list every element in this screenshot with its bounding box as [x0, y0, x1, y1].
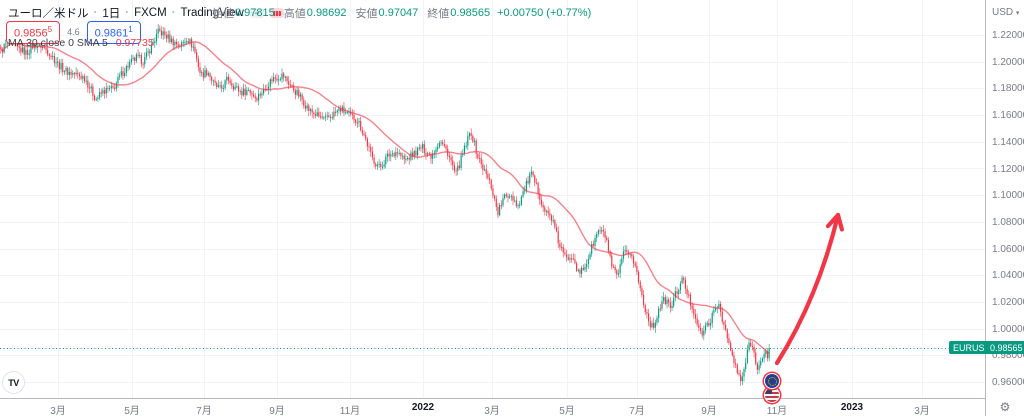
eu-flag-icon[interactable]: [765, 374, 779, 388]
price-tick-label: 1.12000: [992, 163, 1024, 175]
time-tick-label: 3月: [50, 406, 66, 416]
time-tick-label: 7月: [196, 406, 212, 416]
change-value: +0.00750 (+0.77%): [497, 7, 592, 19]
open-label: 始値: [212, 8, 234, 20]
high-label: 高値: [283, 8, 306, 20]
price-tick-label: 1.20000: [992, 56, 1024, 68]
buy-button[interactable]: 0.98611: [86, 21, 141, 44]
chevron-down-icon: ▾: [1015, 10, 1020, 17]
ma-indicator-legend[interactable]: MA 30 close 0 SMA 5 0.97735: [8, 37, 154, 49]
ohlc-legend: 始値 0.97815 高値 0.98692 安値 0.97047 終値 0.98…: [212, 5, 591, 21]
time-tick-label: 2023: [840, 402, 864, 413]
candlestick-chart-canvas[interactable]: [0, 0, 985, 398]
high-value: 0.98692: [306, 7, 347, 19]
price-tick-label: 1.06000: [992, 243, 1024, 255]
close-label: 終値: [427, 8, 450, 20]
open-value: 0.97815: [235, 7, 275, 19]
price-tick-label: 1.16000: [992, 110, 1024, 122]
time-tick-label: 5月: [559, 406, 575, 416]
symbol-title: ユーロ／米ドル: [8, 8, 89, 20]
ma-label: MA 30 close 0 SMA 5: [8, 37, 108, 49]
tradingview-logo[interactable]: TV: [2, 371, 25, 394]
interval-label: 1日: [102, 8, 121, 20]
time-tick-label: 3月: [484, 406, 500, 416]
price-tick-label: 1.02000: [992, 297, 1024, 308]
price-axis[interactable]: USD ▾ 1.22000 1.20000 1.18000 1.16000 1.1400…: [985, 0, 1024, 398]
spread-value: 4.6: [67, 27, 80, 38]
time-tick-label: 11月: [766, 406, 788, 416]
last-price-label: 0.98565: [985, 341, 1024, 354]
low-value: 0.97047: [378, 7, 419, 19]
price-tick-label: 1.10000: [992, 190, 1024, 202]
symbol-price-badge: EURUSD: [949, 341, 996, 354]
price-tick-label: 1.18000: [992, 83, 1024, 95]
time-axis[interactable]: 3月 5月 7月 9月 11月 2022 3月 5月 7月 9月 11月 2023 3月: [0, 398, 1024, 416]
close-value: 0.98565: [450, 7, 491, 19]
sell-button[interactable]: 0.98565: [6, 21, 61, 44]
low-label: 安値: [355, 8, 378, 20]
time-tick-label: 3月: [914, 406, 930, 416]
price-tick-label: 1.08000: [992, 216, 1024, 228]
gear-icon[interactable]: ⚙: [999, 400, 1011, 414]
time-tick-label: 11月: [339, 406, 361, 416]
us-flag-icon[interactable]: [765, 388, 779, 402]
exchange-label: FXCM: [134, 7, 167, 19]
time-tick-label: 9月: [701, 406, 717, 416]
price-tick-label: 1.04000: [992, 270, 1024, 282]
time-tick-label: 2022: [411, 402, 435, 413]
time-tick-label: 5月: [124, 406, 140, 416]
axis-settings-cell: ⚙: [985, 398, 1024, 416]
chart-legend-title[interactable]: ユーロ／米ドル · 1日 · FXCM · TradingView −: [8, 5, 284, 21]
time-tick-label: 9月: [269, 406, 285, 416]
currency-selector[interactable]: USD ▾: [992, 7, 1020, 18]
legend-collapse-icon[interactable]: −: [249, 8, 264, 18]
time-tick-label: 7月: [629, 406, 645, 416]
legend-flag-icon[interactable]: [269, 8, 284, 18]
bid-ask-panel: 0.98565 4.6 0.98611: [6, 21, 141, 44]
price-tick-label: 1.14000: [992, 136, 1024, 148]
price-tick-label: 0.96000: [992, 377, 1024, 389]
price-tick-label: 1.22000: [992, 30, 1024, 41]
platform-label: TradingView: [180, 7, 244, 19]
ma-value: 0.97735: [115, 37, 154, 49]
